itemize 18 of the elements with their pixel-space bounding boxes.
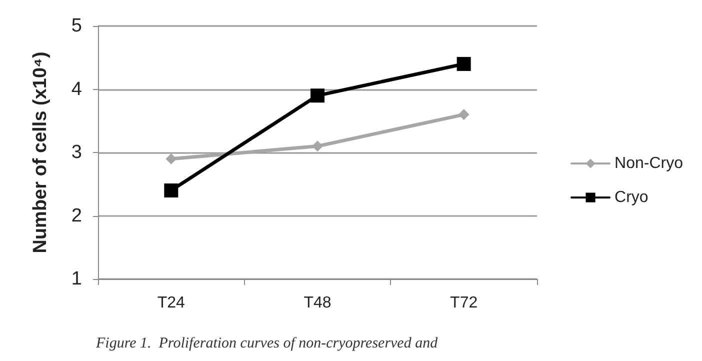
legend-label: Cryo bbox=[614, 189, 648, 206]
y-tick-label: 1 bbox=[71, 268, 82, 290]
point bbox=[312, 140, 323, 152]
y-tick-label: 4 bbox=[71, 78, 82, 100]
point bbox=[456, 56, 471, 71]
y-tick-label: 5 bbox=[71, 16, 82, 36]
point bbox=[310, 88, 324, 103]
point bbox=[458, 109, 470, 120]
caption: Figure 1. Proliferation curves of non-cryopreserved and bbox=[95, 336, 438, 352]
point bbox=[166, 153, 177, 164]
x-tick-label: T72 bbox=[450, 294, 478, 312]
legend-label: Non-Cryo bbox=[614, 155, 684, 172]
y-tick-label: 3 bbox=[71, 142, 82, 163]
x-tick-label: T48 bbox=[304, 294, 332, 312]
x-tick-label: T24 bbox=[157, 294, 186, 312]
point bbox=[164, 183, 178, 198]
y-axis-title: Number of cells (x10⁴) bbox=[30, 52, 51, 254]
y-tick-label: 2 bbox=[71, 205, 82, 226]
